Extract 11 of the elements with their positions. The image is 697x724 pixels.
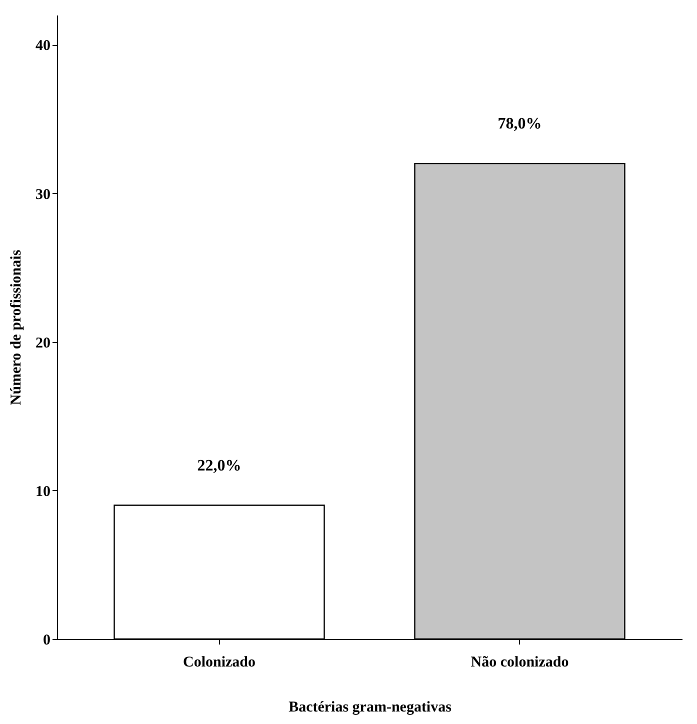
y-tick-label: 30 (36, 186, 50, 203)
annotation: 22,0% (197, 457, 242, 474)
y-tick-label: 20 (36, 335, 50, 352)
y-tick-label: 40 (36, 38, 50, 54)
annotation: 78,0% (498, 116, 542, 133)
x-tick-label: Colonizado (183, 654, 256, 670)
y-tick-label: 0 (43, 632, 50, 648)
y-axis-title: Número de profissionais (8, 250, 24, 406)
x-axis-title: Bactérias gram-negativas (288, 700, 452, 716)
y-tick-label: 10 (36, 484, 50, 500)
x-tick-label: Não colonizado (470, 654, 569, 670)
